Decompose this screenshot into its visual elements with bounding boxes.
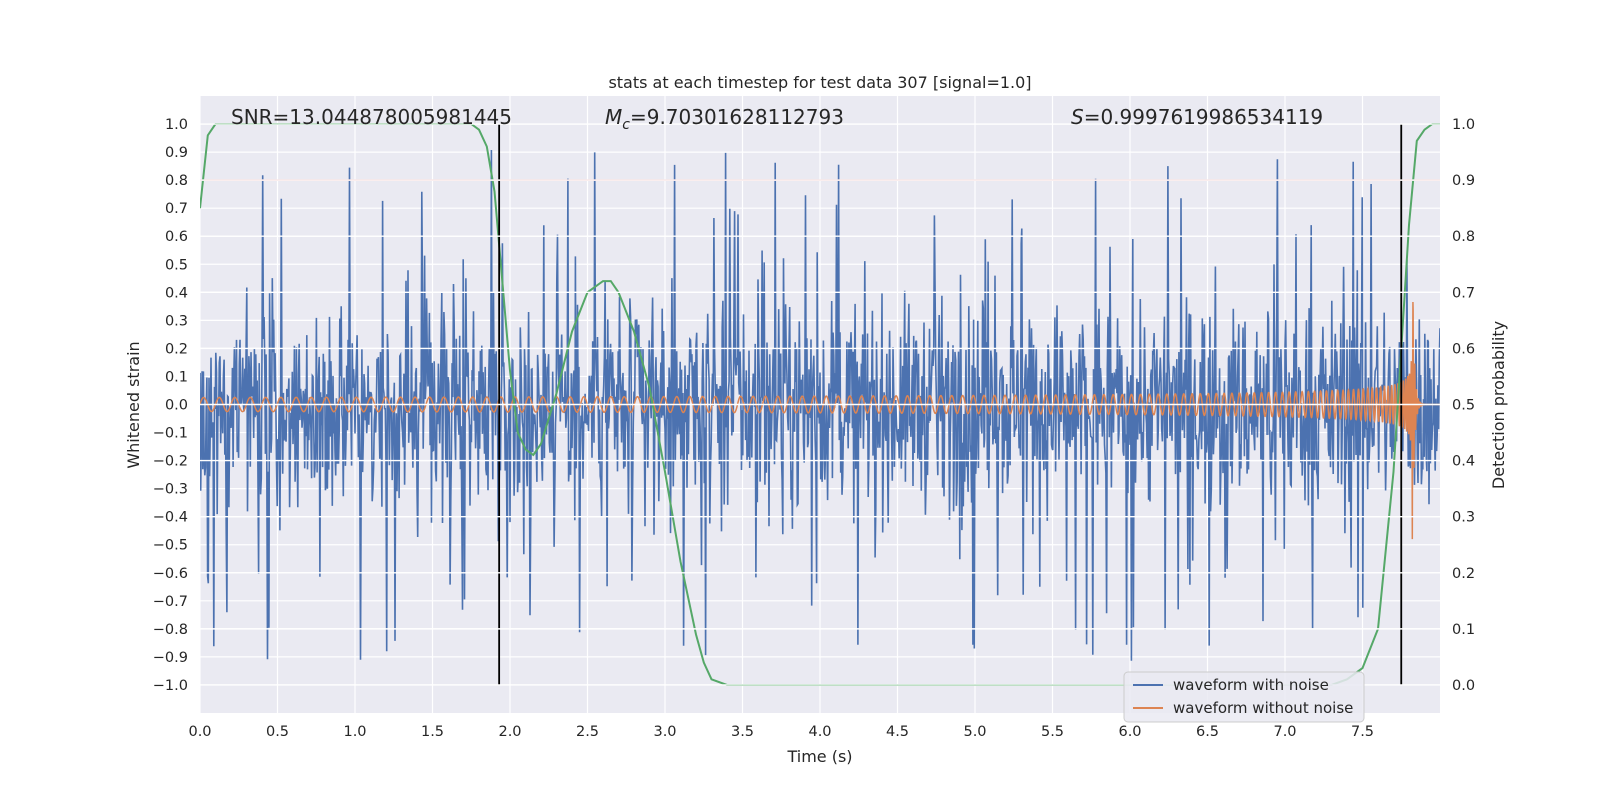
- y2-tick-label: 0.7: [1452, 285, 1475, 301]
- x-tick-label: 4.0: [808, 724, 831, 740]
- chirp-mass-subscript: c: [622, 117, 630, 133]
- series-waveform-without-noise: [200, 302, 1440, 540]
- y-tick-label: 0.7: [165, 201, 188, 217]
- x-tick-label: 2.0: [498, 724, 521, 740]
- s-symbol: S: [1071, 105, 1084, 129]
- legend-label-clean: waveform without noise: [1173, 699, 1353, 717]
- y2-tick-label: 0.0: [1452, 678, 1475, 694]
- y-tick-label: 0.2: [165, 341, 188, 357]
- s-annotation: S=0.9997619986534119: [1071, 105, 1323, 129]
- x-tick-label: 1.0: [343, 724, 366, 740]
- y-tick-label: 0.0: [165, 398, 188, 414]
- y-tick-label: −0.5: [153, 538, 188, 554]
- y-tick-label: −0.6: [153, 566, 188, 582]
- x-tick-label: 6.5: [1196, 724, 1219, 740]
- y-tick-label: −0.9: [153, 650, 188, 666]
- y-tick-label: 0.5: [165, 257, 188, 273]
- legend: waveform with noise waveform without noi…: [1123, 671, 1365, 723]
- x-tick-label: 1.5: [421, 724, 444, 740]
- y2-tick-label: 0.5: [1452, 398, 1475, 414]
- y2-tick-label: 1.0: [1452, 117, 1475, 133]
- y-tick-label: 0.1: [165, 369, 188, 385]
- y2-tick-label: 0.4: [1452, 454, 1475, 470]
- x-tick-label: 3.0: [653, 724, 676, 740]
- y2-tick-label: 0.2: [1452, 566, 1475, 582]
- x-tick-label: 2.5: [576, 724, 599, 740]
- y-tick-label: 1.0: [165, 117, 188, 133]
- x-tick-label: 3.5: [731, 724, 754, 740]
- chart-title: stats at each timestep for test data 307…: [608, 73, 1031, 92]
- y-tick-label: −0.3: [153, 482, 188, 498]
- s-value: =0.9997619986534119: [1084, 105, 1323, 129]
- y-tick-label: 0.9: [165, 145, 188, 161]
- x-tick-label: 4.5: [886, 724, 909, 740]
- y2-tick-label: 0.6: [1452, 341, 1475, 357]
- y-tick-label: −0.1: [153, 426, 188, 442]
- x-tick-label: 0.0: [188, 724, 211, 740]
- x-tick-labels: 0.0 0.5 1.0 1.5 2.0 2.5 3.0 3.5 4.0 4.5 5.0 5.5 6.0 6…: [188, 724, 1374, 740]
- y-axis-label: Whitened strain: [124, 341, 143, 468]
- y-tick-label: −1.0: [153, 678, 188, 694]
- chirp-mass-annotation: Mc=9.70301628112793: [605, 105, 844, 133]
- y-tick-labels: 1.0 0.9 0.8 0.7 0.6 0.5 0.4 0.3 0.2 0.1 0.0 −0.1 −0.…: [153, 117, 188, 694]
- series-waveform-with-noise: [200, 149, 1440, 661]
- x-tick-label: 7.0: [1273, 724, 1296, 740]
- x-tick-label: 5.0: [963, 724, 986, 740]
- y2-axis-label: Detection probability: [1489, 321, 1508, 489]
- y-tick-label: 0.6: [165, 229, 188, 245]
- y-tick-label: 0.3: [165, 313, 188, 329]
- y-tick-label: −0.8: [153, 622, 188, 638]
- y-tick-label: −0.2: [153, 454, 188, 470]
- y2-tick-label: 0.3: [1452, 510, 1475, 526]
- y2-tick-label: 0.1: [1452, 622, 1475, 638]
- x-tick-label: 6.0: [1118, 724, 1141, 740]
- x-tick-label: 7.5: [1351, 724, 1374, 740]
- y2-tick-label: 0.8: [1452, 229, 1475, 245]
- chirp-mass-value: =9.70301628112793: [630, 105, 844, 129]
- y-tick-label: 0.8: [165, 173, 188, 189]
- x-tick-label: 5.5: [1041, 724, 1064, 740]
- x-axis-label: Time (s): [786, 747, 852, 766]
- y-tick-label: −0.4: [153, 510, 188, 526]
- y-tick-label: −0.7: [153, 594, 188, 610]
- legend-box: [1123, 671, 1365, 723]
- y-tick-label: 0.4: [165, 285, 188, 301]
- y2-tick-labels: 1.0 0.9 0.8 0.7 0.6 0.5 0.4 0.3 0.2 0.1 0.0: [1452, 117, 1475, 694]
- snr-annotation: SNR=13.044878005981445: [231, 105, 512, 129]
- x-tick-label: 0.5: [266, 724, 289, 740]
- legend-label-noise: waveform with noise: [1173, 676, 1329, 694]
- series-detection-probability: [200, 123, 1440, 686]
- y2-tick-label: 0.9: [1452, 173, 1475, 189]
- chirp-mass-symbol: M: [605, 105, 622, 129]
